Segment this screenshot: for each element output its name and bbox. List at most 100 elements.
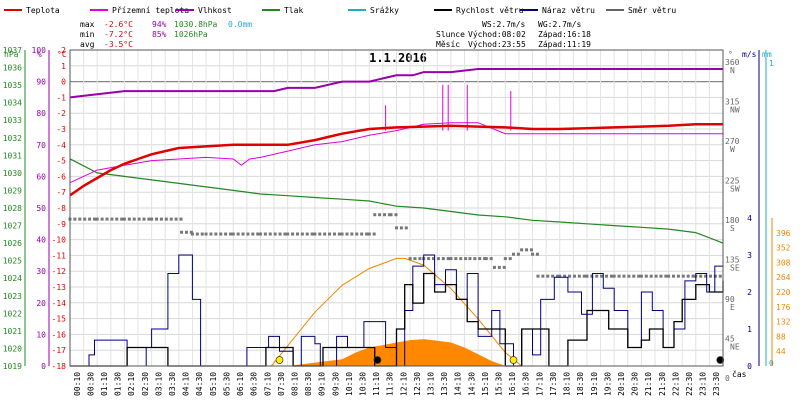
wind-direction-point	[268, 232, 272, 236]
wind-direction-point	[427, 257, 431, 261]
wind-direction-point	[637, 274, 641, 278]
x-tick-label: 09:10	[318, 372, 327, 396]
radiation-tick-label: 88	[776, 332, 786, 341]
wind-direction-point	[132, 217, 136, 221]
wind-direction-point	[224, 232, 228, 236]
wind-direction-point	[150, 217, 154, 221]
wind-direction-point	[408, 257, 412, 261]
hpa-tick-label: 1030	[3, 169, 22, 178]
wind-direction-point	[256, 232, 260, 236]
x-tick-label: 19:30	[603, 372, 612, 396]
wind-direction-point	[122, 217, 126, 221]
wind-direction-point	[147, 217, 151, 221]
wind-direction-point	[525, 248, 529, 252]
wind-direction-point	[295, 232, 299, 236]
sun-set: Západ:16:18	[538, 30, 591, 39]
moonset-marker	[373, 356, 382, 364]
x-tick-label: 19:10	[590, 372, 599, 396]
wind-direction-point	[305, 232, 309, 236]
wind-direction-point	[446, 257, 450, 261]
wind-direction-point	[441, 257, 445, 261]
x-tick-label: 18:10	[563, 372, 572, 396]
hpa-tick-label: 1027	[3, 222, 22, 231]
legend-label: Přízemní teplota	[112, 6, 189, 15]
wind-direction-point	[590, 274, 594, 278]
legend-label: Náraz větru	[542, 6, 595, 15]
wind-direction-point	[204, 232, 208, 236]
wind-direction-point	[105, 217, 109, 221]
wind-direction-point	[159, 217, 163, 221]
wind-direction-point	[632, 274, 636, 278]
x-tick-label: 06:30	[250, 372, 259, 396]
x-tick-label: 11:10	[372, 372, 381, 396]
x-tick-label: 14:10	[454, 372, 463, 396]
direction-tick-label: 45	[725, 335, 735, 344]
pressure-line	[69, 158, 724, 244]
wind-direction-point	[691, 274, 695, 278]
legend: Teplota Přízemní teplota Vlhkost Tlak Srážky…	[4, 6, 676, 15]
temp-tick-label: -5	[56, 157, 66, 166]
radiation-tick-label: 44	[776, 347, 786, 356]
hpa-tick-label: 1029	[3, 186, 22, 195]
wind-direction-point	[644, 274, 648, 278]
wind-direction-point	[350, 232, 354, 236]
wind-direction-point	[310, 232, 314, 236]
wind-wg: WG:2.7m/s	[538, 20, 582, 29]
temp-axis-label: °C	[57, 50, 67, 59]
wind-direction-point	[639, 274, 643, 278]
wind-direction-point	[95, 217, 99, 221]
temp-tick-label: -1	[56, 93, 66, 102]
direction-tick-label: 315	[725, 98, 740, 107]
wind-direction-point	[454, 257, 458, 261]
x-tick-label: 09:30	[331, 372, 340, 396]
x-tick-label: 12:10	[399, 372, 408, 396]
wind-direction-point	[502, 265, 506, 269]
hpa-tick-label: 1032	[3, 134, 22, 143]
sun-label: Slunce	[436, 30, 465, 39]
stats-block: max -2.6°C 94% 1030.8hPa 0.0mm min -7.2°…	[80, 20, 252, 49]
wind-direction-point	[478, 257, 482, 261]
radiation-tick-label: 352	[776, 244, 791, 253]
stats-avg-label: avg	[80, 40, 95, 49]
wind-direction-point	[389, 213, 393, 217]
temp-tick-label: -13	[52, 283, 67, 292]
direction-tick-label: W	[730, 145, 735, 154]
wind-direction-point	[497, 265, 501, 269]
wind-direction-point	[529, 248, 533, 252]
wind-direction-point	[520, 248, 524, 252]
moonrise-marker	[716, 356, 725, 364]
hpa-tick-label: 1026	[3, 239, 22, 248]
wind-direction-point	[556, 274, 560, 278]
x-tick-label: 07:10	[263, 372, 272, 396]
wind-direction-point	[659, 274, 663, 278]
x-axis-label: čas	[732, 369, 747, 379]
stats-max-hum: 94%	[152, 20, 167, 29]
humidity-tick-label: 70	[36, 141, 46, 150]
humidity-line	[69, 68, 723, 99]
wind-direction-point	[484, 257, 488, 261]
temp-tick-label: 1	[61, 62, 66, 71]
legend-label: Teplota	[26, 6, 60, 15]
wind-direction-point	[360, 232, 364, 236]
x-tick-label: 08:10	[290, 372, 299, 396]
hpa-tick-label: 1036	[3, 64, 22, 73]
wind-direction-point	[489, 257, 493, 261]
sun-rise: Východ:08:02	[468, 30, 526, 39]
wind-direction-point	[219, 232, 223, 236]
wind-speed-line	[70, 272, 724, 367]
x-tick-label: 16:10	[508, 372, 517, 396]
wind-direction-point	[413, 257, 417, 261]
wind-direction-point	[508, 257, 512, 261]
humidity-tick-label: 100	[32, 46, 47, 55]
humidity-tick-label: 90	[36, 78, 46, 87]
temperature-line	[69, 123, 723, 197]
wind-direction-point	[286, 232, 290, 236]
x-tick-label: 17:30	[549, 372, 558, 396]
ground-temperature-line	[69, 122, 723, 184]
wind-direction-point	[155, 217, 159, 221]
wind-direction-point	[189, 230, 193, 234]
wind-direction-point	[627, 274, 631, 278]
legend-label: Vlhkost	[198, 6, 232, 15]
wind-direction-point	[483, 257, 487, 261]
stats-min-hum: 85%	[152, 30, 167, 39]
